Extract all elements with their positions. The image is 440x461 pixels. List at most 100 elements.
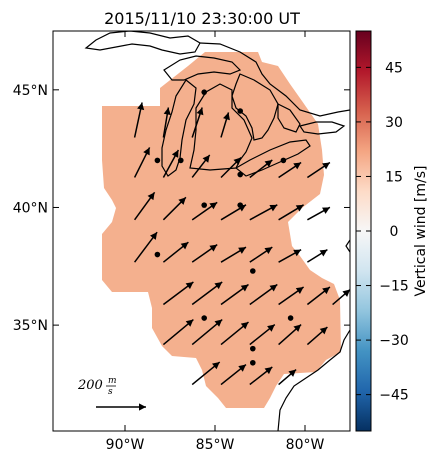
colorbar-tick-label: −30 [379,333,409,349]
colorbar-tick-label: 45 [385,60,403,76]
wind-vector-head [185,282,194,290]
wind-vector [162,149,180,178]
station-dot [250,345,256,352]
colorbar-tick-label: 0 [390,224,399,240]
wind-vector-head [295,204,304,212]
wind-vector [220,363,247,386]
wind-vector-head [269,204,278,212]
station-dot [178,157,184,164]
wind-vector [249,323,276,346]
station-dot [201,315,207,321]
wind-vector-head [180,242,189,250]
wind-vector-head [214,282,223,290]
wind-vector [278,204,304,221]
wind-vector [162,318,194,346]
scale-vector [96,403,146,411]
georgian-bay-outline [277,103,301,133]
wind-vector [306,326,328,346]
scale-label: 200 [77,378,103,393]
wind-vector [191,244,218,263]
wind-vector [191,154,211,178]
y-tick-label: 35°N [13,318,48,334]
coastlines [84,31,350,431]
station-dot [154,157,161,164]
map-area [53,31,350,431]
wind-vector [133,147,151,178]
station-dot [250,359,256,366]
y-axis-ticks: 45°N 40°N 35°N [13,83,350,334]
wind-vector-head [322,162,330,170]
wind-vector-head [238,247,246,254]
wind-vector [306,286,331,306]
map-frame [52,30,351,432]
lake-huron-outline [231,73,279,141]
north-shore-outline [199,42,350,117]
scale-value: 200 [77,378,103,393]
wind-vector [278,286,305,306]
colorbar-tick-label: 15 [385,169,403,185]
wind-vector-head [240,322,249,330]
station-dot [237,171,243,178]
wind-vector-head [202,154,210,163]
colorbar: 45 30 15 0 −15 −30 −45 Vertical wind [m/s] [355,30,429,432]
wind-vector-head [269,284,278,292]
station-dot [201,89,207,95]
vertical-wind-fill-region [102,52,341,408]
wind-vector-head [240,284,249,292]
wind-vector [278,323,302,346]
x-axis-ticks: 90°W 85°W 80°W [106,31,324,453]
wind-vector-head [319,327,328,335]
wind-vector-head [342,289,350,297]
wind-vector [220,112,230,138]
wind-vector-head [322,287,330,295]
wind-vector-head [209,202,218,210]
x-tick-label: 85°W [196,437,235,453]
wind-vector [134,231,158,263]
wind-vector-head [264,159,273,168]
scale-unit-num: m [108,376,117,386]
wind-vector [249,246,273,263]
wind-vector [306,161,331,179]
colorbar-label: Vertical wind [m/s] [413,166,429,297]
wind-vectors-layer [133,102,350,386]
wind-vector [332,288,350,306]
lake-michigan-outline [161,79,197,177]
scale-arrow [96,403,146,411]
station-dot [201,202,207,208]
wind-vector [220,283,249,306]
wind-vector [162,107,171,138]
wind-vector [162,241,189,263]
station-dot [287,315,294,321]
wind-vector-head [295,287,304,294]
wind-vector-head [214,319,223,327]
wind-vector [249,204,278,221]
wind-vector-head [319,249,328,257]
station-dot [250,268,256,274]
wind-vector [133,191,156,221]
wind-vector-head [264,247,273,255]
wind-vector [278,368,297,386]
wind-vector-head [238,204,246,212]
wind-vector [249,366,273,386]
wind-vector-head [264,367,273,375]
east-edge-outline [345,239,350,253]
lake-ontario-outline [299,121,346,135]
wind-vector-head [212,362,220,370]
wind-vector [133,102,145,138]
colorbar-tick-label: 30 [385,115,403,131]
wind-vector-head [209,244,218,252]
wind-vector [191,281,223,306]
wind-vector-head [143,147,150,156]
wind-vector [278,161,302,179]
wind-vector-head [196,107,204,116]
wind-vector [191,318,223,346]
wind-vector-head [223,112,230,121]
station-dot [237,108,243,114]
wind-vector-head [267,324,275,332]
wind-vector [307,206,331,221]
wind-vector-head [238,364,246,372]
colorbar-tick-label: −15 [379,279,409,295]
wind-vector [249,283,278,306]
wind-vector-head [233,157,241,165]
